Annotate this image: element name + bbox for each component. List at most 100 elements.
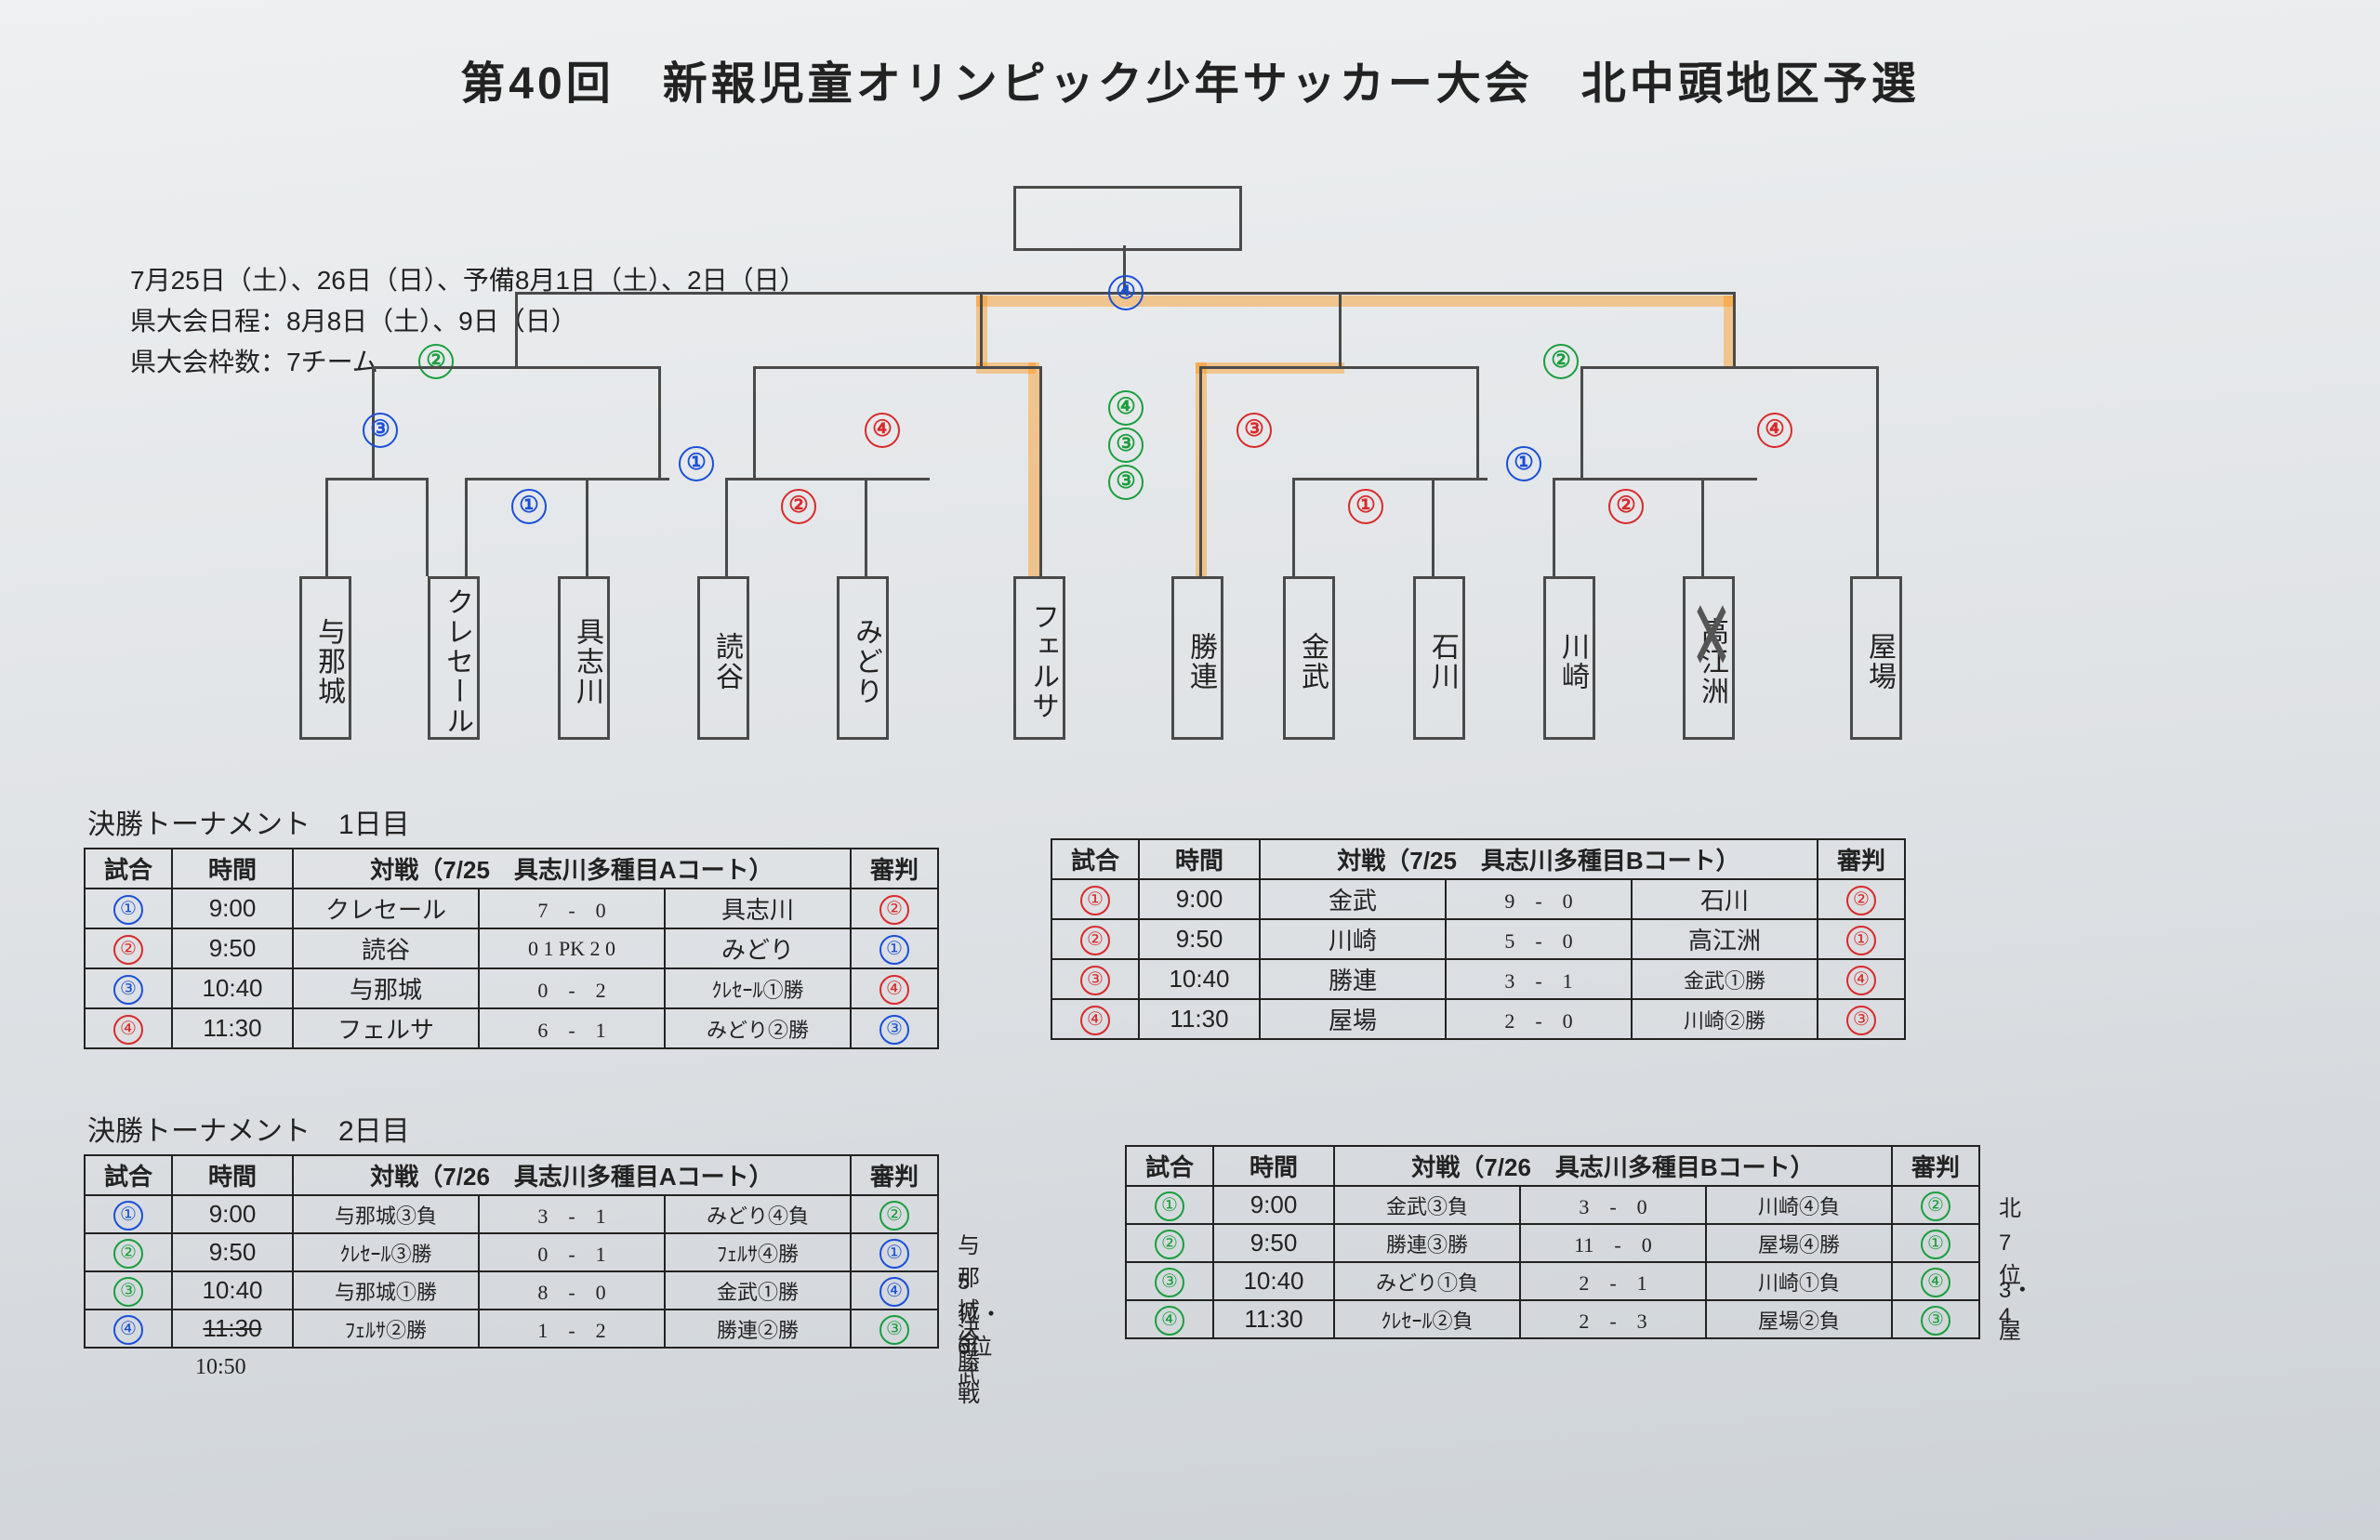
cell: 金武①勝 xyxy=(1632,959,1818,999)
highlight-line xyxy=(1028,362,1039,576)
cell: 8 - 0 xyxy=(479,1271,665,1310)
table-row: ① 9:00 金武③負 3 - 0 川崎④負 ② xyxy=(1126,1186,1979,1224)
cell: 9:00 xyxy=(1213,1186,1334,1224)
bracket-line xyxy=(1553,478,1757,480)
col-ref: 審判 xyxy=(1818,839,1905,879)
cell: 川崎①負 xyxy=(1706,1262,1892,1300)
cell: 石川 xyxy=(1632,879,1818,919)
bracket-line xyxy=(586,478,588,576)
cell: 高江洲 xyxy=(1632,919,1818,959)
cell: 川崎 xyxy=(1260,919,1446,959)
bracket-line xyxy=(1580,366,1583,478)
champion-box xyxy=(1013,186,1242,251)
document-page: 第40回 新報児童オリンピック少年サッカー大会 北中頭地区予選 7月25日（土）… xyxy=(0,0,2380,1540)
col-ref: 審判 xyxy=(851,1155,938,1195)
cell: 5 - 0 xyxy=(1446,919,1632,959)
cell: 11:30 xyxy=(172,1310,293,1348)
match-num: ② xyxy=(1155,1230,1184,1259)
cell: 読谷 xyxy=(293,928,479,968)
cell: 屋場 xyxy=(1260,999,1446,1039)
bracket-line xyxy=(1292,478,1295,576)
ref-num: ④ xyxy=(1921,1268,1950,1297)
ref-num: ② xyxy=(1921,1191,1950,1221)
cell: みどり xyxy=(665,928,851,968)
table-row: ① 9:00 与那城③負 3 - 1 みどり④負 ② xyxy=(85,1195,938,1233)
match-number: ① xyxy=(679,446,714,481)
cell: 0 1 PK 2 0 xyxy=(479,928,665,968)
ref-num: ③ xyxy=(1921,1306,1950,1336)
cell: ｸﾚｾｰﾙ③勝 xyxy=(293,1233,479,1271)
team-box: 読谷 xyxy=(697,576,749,740)
edge-note: 北 xyxy=(1999,1190,2021,1222)
team-box: 与那城 xyxy=(299,576,351,740)
cell: 11:30 xyxy=(172,1008,293,1048)
bracket-line xyxy=(1199,366,1478,369)
cell: 9 - 0 xyxy=(1446,879,1632,919)
cell: 0 - 1 xyxy=(479,1233,665,1271)
cell: 2 - 1 xyxy=(1520,1262,1706,1300)
bracket-line xyxy=(1339,292,1342,366)
match-number: ④ xyxy=(1108,390,1144,426)
ref-num: ④ xyxy=(1846,966,1876,995)
match-number: ① xyxy=(1506,446,1541,481)
match-number: ② xyxy=(1608,489,1644,524)
col-match: 試合 xyxy=(1051,839,1139,879)
match-num: ② xyxy=(1080,926,1110,955)
table-row: ① 9:00 クレセール 7 - 0 具志川 ② xyxy=(85,888,938,928)
cell: ﾌｪﾙｻ④勝 xyxy=(665,1233,851,1271)
match-number: ③ xyxy=(1108,428,1144,463)
cell: ﾌｪﾙｻ②勝 xyxy=(293,1310,479,1348)
bracket-line xyxy=(1432,478,1435,576)
match-num: ① xyxy=(1080,886,1110,915)
bracket-line xyxy=(658,366,661,478)
cell: みどり①負 xyxy=(1334,1262,1520,1300)
schedule-table-2a: 試合 時間 対戦（7/26 具志川多種目Aコート） 審判 ① 9:00 与那城③… xyxy=(84,1154,939,1349)
match-number: ③ xyxy=(363,413,398,448)
cell: 与那城①勝 xyxy=(293,1271,479,1310)
bracket-line xyxy=(753,366,756,478)
day1-court-b: . 試合 時間 対戦（7/25 具志川多種目Bコート） 審判 ① 9:00 金武… xyxy=(1051,799,1906,1049)
table-row: ③ 10:40 みどり①負 2 - 1 川崎①負 ④ xyxy=(1126,1262,1979,1300)
match-num: ③ xyxy=(1155,1268,1184,1297)
schedule-table-1a: 試合 時間 対戦（7/25 具志川多種目Aコート） 審判 ① 9:00 クレセー… xyxy=(84,848,939,1049)
team-box: 具志川 xyxy=(558,576,610,740)
cell: 9:00 xyxy=(172,1195,293,1233)
cell: 川崎②勝 xyxy=(1632,999,1818,1039)
table-row: ③ 10:40 与那城①勝 8 - 0 金武①勝 ④ xyxy=(85,1271,938,1310)
highlight-line xyxy=(976,296,1735,307)
bracket-line xyxy=(426,478,429,576)
col-time: 時間 xyxy=(1139,839,1260,879)
bracket-line xyxy=(1292,478,1488,480)
match-number: ① xyxy=(1348,489,1383,524)
schedule-table-2b: 試合 時間 対戦（7/26 具志川多種目Bコート） 審判 ① 9:00 金武③負… xyxy=(1125,1145,1980,1339)
cell: 勝連 xyxy=(1260,959,1446,999)
team-box: フェルサ xyxy=(1013,576,1065,740)
cell: ｸﾚｾｰﾙ②負 xyxy=(1334,1300,1520,1338)
match-num: ① xyxy=(113,895,143,925)
col-time: 時間 xyxy=(172,1155,293,1195)
bracket-line xyxy=(465,478,669,480)
day1-title: 決勝トーナメント 1日目 xyxy=(87,801,939,842)
table-row: ④ 11:30 ｸﾚｾｰﾙ②負 2 - 3 屋場②負 ③ xyxy=(1126,1300,1979,1338)
team-box: 屋場 xyxy=(1850,576,1902,740)
cell: 6 - 1 xyxy=(479,1008,665,1048)
cell: 3 - 1 xyxy=(479,1195,665,1233)
match-number: ③ xyxy=(1236,413,1272,448)
col-ref: 審判 xyxy=(1892,1146,1979,1186)
cell: フェルサ xyxy=(293,1008,479,1048)
day2-section: 決勝トーナメント 2日目 試合 時間 対戦（7/26 具志川多種目Aコート） 審… xyxy=(84,1106,1980,1349)
cell: 9:50 xyxy=(1213,1224,1334,1262)
day2-court-a: 決勝トーナメント 2日目 試合 時間 対戦（7/26 具志川多種目Aコート） 審… xyxy=(84,1106,939,1349)
col-header-match: 対戦（7/25 具志川多種目Aコート） xyxy=(293,849,851,888)
cell: 9:00 xyxy=(172,888,293,928)
cell: 1 - 2 xyxy=(479,1310,665,1348)
cell: 9:50 xyxy=(172,928,293,968)
ref-num: ③ xyxy=(1846,1006,1876,1035)
cell: クレセール xyxy=(293,888,479,928)
match-num: ② xyxy=(113,1239,143,1269)
bracket-line xyxy=(1876,366,1879,576)
cell: 11:30 xyxy=(1213,1300,1334,1338)
match-num: ① xyxy=(1155,1191,1184,1221)
bracket-line xyxy=(753,366,1041,369)
cell: 屋場②負 xyxy=(1706,1300,1892,1338)
